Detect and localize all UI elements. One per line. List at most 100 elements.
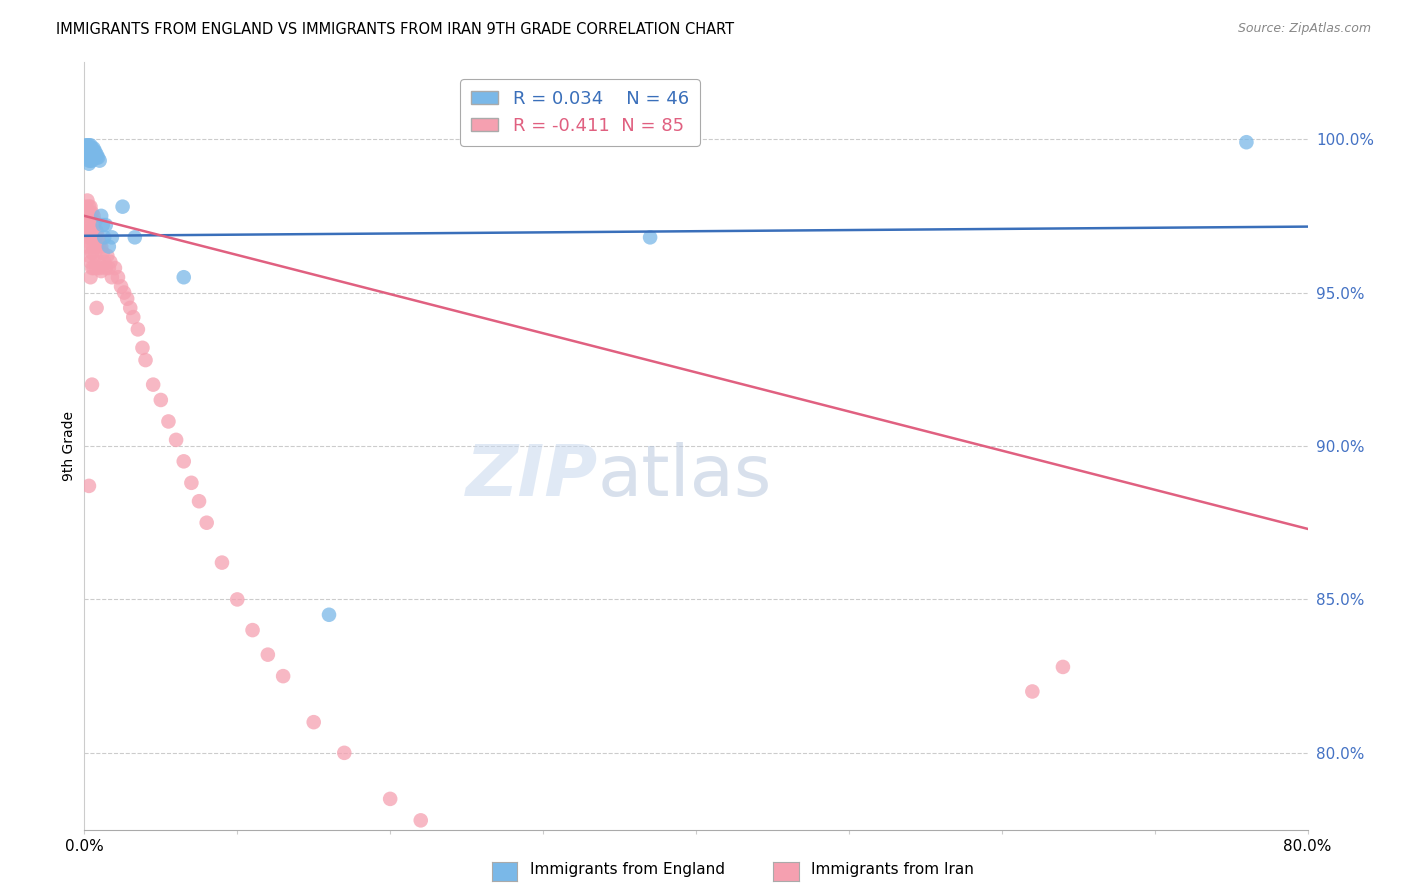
Point: [84, 215, 107, 229]
Point: [271, 669, 294, 683]
Point: [83, 260, 105, 275]
Point: [79, 236, 101, 251]
Text: ZIP: ZIP: [465, 442, 598, 511]
Point: [302, 715, 325, 730]
Point: [638, 230, 661, 244]
Point: [77, 200, 100, 214]
Point: [76, 138, 98, 153]
Point: [80, 145, 103, 159]
Point: [83, 151, 105, 165]
Point: [83, 224, 105, 238]
Point: [89, 236, 111, 251]
Point: [79, 200, 101, 214]
Point: [83, 147, 105, 161]
Point: [79, 141, 101, 155]
Point: [380, 792, 402, 806]
Point: [89, 153, 111, 168]
Y-axis label: 9th Grade: 9th Grade: [62, 411, 76, 481]
Point: [79, 209, 101, 223]
Point: [84, 145, 107, 159]
Point: [142, 377, 165, 392]
Point: [77, 138, 100, 153]
Point: [180, 475, 202, 490]
Point: [77, 249, 100, 263]
Point: [75, 209, 97, 223]
Point: [86, 301, 108, 315]
Point: [110, 279, 132, 293]
Point: [86, 151, 108, 165]
Point: [157, 414, 180, 428]
Point: [83, 239, 105, 253]
Point: [77, 145, 100, 159]
Point: [104, 260, 127, 275]
Point: [111, 200, 134, 214]
Text: Immigrants from Iran: Immigrants from Iran: [811, 863, 974, 877]
Point: [77, 218, 100, 232]
Point: [80, 230, 103, 244]
Point: [127, 322, 149, 336]
Point: [86, 239, 108, 253]
Point: [93, 230, 115, 244]
Point: [76, 239, 98, 253]
Point: [79, 138, 101, 153]
Point: [115, 292, 138, 306]
Point: [75, 224, 97, 238]
Point: [97, 239, 120, 253]
Point: [83, 209, 105, 223]
Point: [242, 623, 264, 637]
Text: atlas: atlas: [598, 442, 772, 511]
Point: [120, 301, 142, 315]
Point: [226, 592, 249, 607]
Point: [79, 270, 101, 285]
Point: [90, 264, 112, 278]
Point: [77, 141, 100, 155]
Point: [77, 151, 100, 165]
Point: [89, 260, 111, 275]
Point: [77, 157, 100, 171]
Point: [91, 245, 114, 260]
Point: [80, 147, 103, 161]
Point: [77, 209, 100, 223]
Point: [333, 746, 356, 760]
Point: [76, 147, 98, 161]
Point: [94, 218, 117, 232]
Point: [84, 230, 107, 244]
Point: [173, 270, 195, 285]
Point: [107, 270, 129, 285]
Point: [79, 255, 101, 269]
Point: [101, 270, 124, 285]
Point: [122, 310, 145, 325]
Point: [84, 147, 107, 161]
Point: [79, 153, 101, 168]
Point: [90, 239, 112, 253]
Point: [76, 224, 98, 238]
Point: [124, 230, 146, 244]
Point: [98, 255, 121, 269]
Point: [1021, 684, 1043, 698]
Point: [76, 211, 98, 226]
Point: [318, 607, 340, 622]
Point: [80, 151, 103, 165]
Point: [79, 151, 101, 165]
Point: [90, 209, 112, 223]
Text: IMMIGRANTS FROM ENGLAND VS IMMIGRANTS FROM IRAN 9TH GRADE CORRELATION CHART: IMMIGRANTS FROM ENGLAND VS IMMIGRANTS FR…: [56, 22, 734, 37]
Point: [77, 479, 100, 493]
Point: [80, 245, 103, 260]
Point: [79, 224, 101, 238]
Point: [75, 200, 97, 214]
Point: [76, 145, 98, 159]
Point: [93, 255, 115, 269]
Point: [80, 206, 103, 220]
Point: [211, 556, 233, 570]
Point: [80, 218, 103, 232]
Point: [165, 433, 187, 447]
Point: [409, 814, 432, 828]
Point: [83, 141, 105, 155]
Point: [83, 145, 105, 159]
Point: [77, 153, 100, 168]
Point: [80, 377, 103, 392]
Point: [91, 218, 114, 232]
Point: [101, 230, 124, 244]
Point: [77, 147, 100, 161]
Text: Immigrants from England: Immigrants from England: [530, 863, 725, 877]
